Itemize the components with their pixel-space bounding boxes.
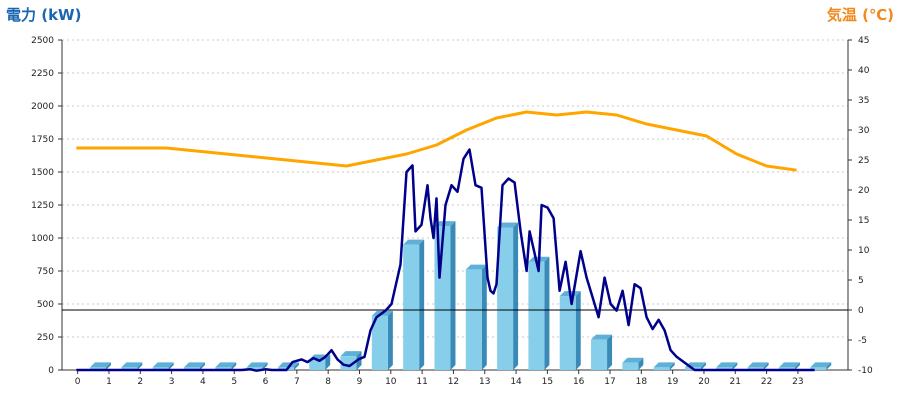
bar-hour-1: [121, 362, 143, 370]
right-tick-label: 0: [858, 306, 864, 316]
right-tick-label: 25: [858, 156, 869, 166]
bar-hour-13: [497, 222, 519, 370]
left-tick-label: 500: [37, 300, 54, 310]
bar-hour-22: [778, 362, 800, 370]
x-tick-label: 8: [325, 377, 331, 387]
left-tick-label: 2250: [31, 69, 54, 79]
x-tick-label: 13: [479, 377, 490, 387]
x-tick-label: 7: [294, 377, 300, 387]
right-tick-label: 35: [858, 96, 869, 106]
bar-hour-17: [622, 357, 644, 370]
x-tick-label: 21: [730, 377, 741, 387]
power-line: [76, 148, 815, 372]
left-tick-label: 750: [37, 267, 54, 277]
x-tick-label: 3: [169, 377, 175, 387]
bar-hour-3: [183, 362, 205, 370]
bar-hour-23: [810, 362, 832, 370]
x-tick-label: 5: [231, 377, 237, 387]
right-tick-label: 10: [858, 246, 870, 256]
bar-hour-14: [528, 256, 550, 370]
bar-hour-2: [152, 362, 174, 370]
temperature-line: [76, 110, 797, 172]
left-tick-label: 0: [48, 366, 54, 376]
bar-hour-12: [465, 264, 487, 370]
x-tick-label: 12: [448, 377, 459, 387]
x-tick-label: 14: [510, 377, 522, 387]
right-tick-label: 20: [858, 186, 870, 196]
left-tick-label: 2500: [31, 36, 54, 46]
x-tick-label: 19: [667, 377, 679, 387]
bar-hour-6: [277, 362, 299, 370]
x-tick-label: 11: [416, 377, 427, 387]
bar-hour-15: [559, 291, 581, 370]
right-tick-label: -5: [858, 336, 867, 346]
bar-hour-4: [215, 362, 237, 370]
right-tick-label: 5: [858, 276, 864, 286]
x-tick-label: 15: [542, 377, 553, 387]
x-tick-label: 22: [761, 377, 772, 387]
left-tick-label: 1750: [31, 135, 54, 145]
right-axis-title: 気温 (℃): [826, 6, 894, 24]
x-tick-label: 20: [698, 377, 710, 387]
left-tick-label: 2000: [31, 102, 54, 112]
left-tick-label: 1250: [31, 201, 54, 211]
x-tick-label: 23: [792, 377, 803, 387]
bar-hour-8: [340, 351, 362, 370]
x-tick-label: 4: [200, 377, 206, 387]
bar-hour-21: [747, 362, 769, 370]
right-tick-label: -10: [858, 366, 873, 376]
x-tick-label: 17: [604, 377, 615, 387]
right-tick-label: 15: [858, 216, 869, 226]
left-tick-label: 250: [37, 333, 54, 343]
x-tick-label: 1: [106, 377, 112, 387]
right-tick-label: 40: [858, 66, 870, 76]
x-tick-label: 18: [636, 377, 648, 387]
x-tick-label: 16: [573, 377, 585, 387]
right-tick-label: 45: [858, 36, 869, 46]
x-tick-label: 9: [357, 377, 363, 387]
x-tick-label: 2: [137, 377, 143, 387]
x-tick-label: 0: [75, 377, 81, 387]
x-tick-label: 10: [385, 377, 397, 387]
bar-hour-16: [591, 334, 613, 370]
bar-hour-20: [716, 362, 738, 370]
left-tick-label: 1500: [31, 168, 54, 178]
left-axis-title: 電力 (kW): [6, 6, 82, 24]
bar-hour-0: [90, 362, 112, 370]
bar-hour-9: [371, 310, 393, 370]
bar-hour-18: [653, 362, 675, 370]
bar-hour-10: [403, 239, 425, 370]
bar-hour-5: [246, 362, 268, 370]
right-tick-label: 30: [858, 126, 870, 136]
left-tick-label: 1000: [31, 234, 54, 244]
x-tick-label: 6: [263, 377, 269, 387]
